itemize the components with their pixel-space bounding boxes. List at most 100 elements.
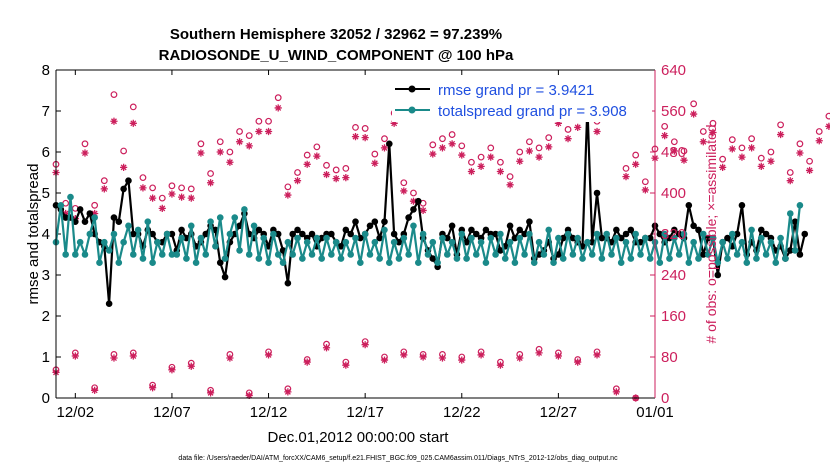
totalspread-point: [704, 251, 712, 258]
rmse-point: [700, 251, 707, 258]
rmse-point: [342, 226, 350, 234]
obs-assimilated-point: [661, 132, 669, 140]
totalspread-point: [419, 230, 427, 238]
obs-assimilated-point: [516, 157, 524, 165]
rmse-point: [443, 234, 451, 242]
obs-assimilated-point: [284, 388, 292, 396]
totalspread-point: [381, 226, 388, 234]
totalspread-point: [511, 259, 519, 267]
rmse-point: [81, 218, 89, 225]
obs-possible-point: [168, 182, 176, 190]
totalspread-point: [757, 234, 765, 242]
rmse-point: [468, 226, 475, 234]
rmse-point: [149, 230, 156, 238]
obs-assimilated-point: [71, 352, 79, 360]
obs-assimilated-point: [448, 140, 456, 148]
x-tick-label: 01/01: [636, 404, 674, 421]
totalspread-point: [535, 238, 543, 246]
rmse-point: [521, 230, 528, 238]
rmse-point: [791, 218, 799, 225]
rmse-point: [371, 218, 379, 225]
totalspread-point: [72, 251, 79, 258]
obs-assimilated-point: [361, 134, 369, 142]
obs-assimilated-point: [303, 160, 311, 168]
totalspread-point: [294, 234, 301, 242]
y-right-tick-label: 560: [661, 103, 686, 120]
obs-possible-point: [487, 144, 495, 152]
totalspread-point: [226, 230, 234, 238]
obs-assimilated-point: [129, 352, 137, 360]
y-tick-label: 7: [42, 103, 50, 120]
obs-possible-point: [207, 170, 214, 177]
obs-assimilated-point: [554, 119, 562, 127]
totalspread-point: [613, 234, 620, 242]
totalspread-point: [458, 230, 466, 238]
totalspread-point: [207, 218, 214, 225]
totalspread-point: [241, 206, 248, 213]
rmse-point: [110, 214, 118, 221]
obs-possible-point: [825, 112, 830, 120]
totalspread-point: [608, 251, 615, 258]
series-assimilated-low: [52, 341, 640, 402]
x-axis-label: Dec.01,2012 00:00:00 start: [268, 429, 450, 446]
obs-possible-point: [622, 164, 630, 172]
obs-assimilated-point: [332, 175, 340, 183]
rmse-point: [695, 226, 702, 234]
totalspread-point: [115, 259, 123, 267]
obs-possible-point: [381, 135, 388, 143]
obs-assimilated-point: [322, 170, 331, 179]
obs-assimilated-point: [670, 147, 678, 155]
obs-assimilated-point: [593, 127, 601, 136]
obs-assimilated-point: [322, 344, 331, 352]
totalspread-point: [279, 259, 287, 267]
totalspread-point: [202, 251, 210, 258]
obs-assimilated-point: [419, 206, 427, 215]
rmse-point: [386, 140, 393, 148]
y-right-tick-label: 160: [661, 308, 686, 325]
totalspread-point: [168, 251, 176, 258]
totalspread-point: [62, 251, 69, 258]
rmse-point: [76, 206, 84, 213]
rmse-point: [724, 234, 731, 242]
rmse-point: [569, 234, 577, 242]
y-tick-label: 0: [42, 390, 50, 407]
totalspread-point: [86, 230, 94, 238]
totalspread-point: [212, 243, 219, 250]
obs-assimilated-point: [245, 142, 253, 150]
obs-assimilated-point: [351, 133, 360, 141]
obs-assimilated-point: [690, 110, 698, 118]
rmse-point: [255, 226, 263, 234]
y-tick-label: 1: [42, 349, 50, 366]
totalspread-point: [187, 222, 195, 230]
totalspread-point: [236, 247, 243, 254]
obs-assimilated-point: [728, 145, 736, 153]
obs-possible-point: [216, 138, 224, 146]
rmse-point: [738, 202, 746, 209]
obs-assimilated-point: [786, 177, 794, 185]
totalspread-point: [545, 226, 553, 234]
obs-possible-point: [661, 122, 669, 130]
totalspread-point: [762, 251, 770, 258]
totalspread-point: [598, 255, 606, 262]
rmse-point: [671, 226, 678, 234]
obs-possible-point: [728, 136, 736, 144]
totalspread-point: [255, 255, 263, 262]
obs-assimilated-point: [149, 384, 157, 392]
rmse-point: [414, 197, 422, 205]
legend-marker-rmse: [408, 85, 416, 93]
obs-possible-point: [400, 179, 408, 187]
rmse-point: [627, 226, 635, 234]
totalspread-point: [342, 238, 350, 246]
obs-assimilated-point: [400, 187, 408, 195]
rmse-point: [318, 234, 325, 242]
totalspread-point: [105, 247, 113, 254]
legend: rmse grand pr = 3.9421 totalspread grand…: [392, 78, 652, 122]
totalspread-point: [472, 251, 480, 258]
totalspread-point: [671, 234, 678, 242]
totalspread-point: [642, 234, 649, 242]
obs-possible-point: [786, 169, 794, 176]
totalspread-point: [371, 238, 379, 246]
y-right-tick-label: 640: [661, 62, 686, 79]
obs-assimilated-point: [719, 163, 727, 171]
totalspread-point: [323, 234, 330, 242]
